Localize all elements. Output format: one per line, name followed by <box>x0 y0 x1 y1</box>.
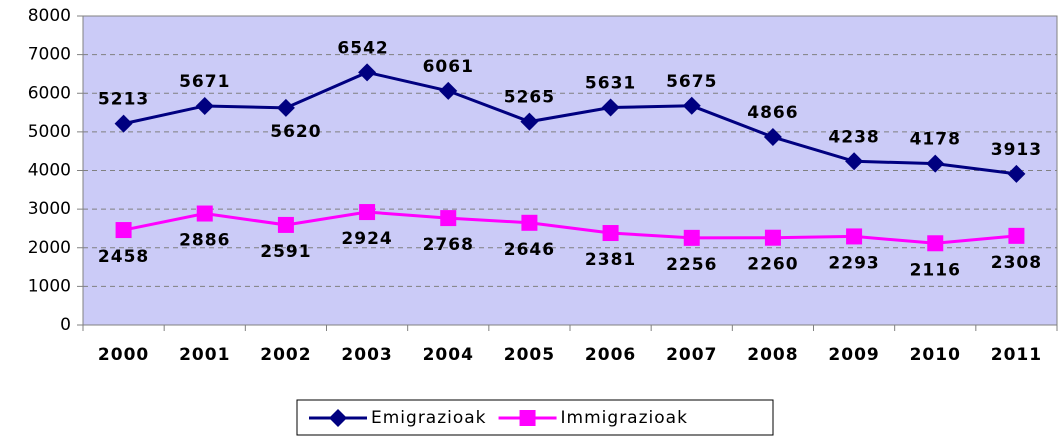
data-label: 2924 <box>341 229 392 249</box>
y-tick-label: 4000 <box>28 161 71 181</box>
marker <box>276 98 295 117</box>
marker <box>196 205 213 222</box>
y-tick-label: 7000 <box>28 45 71 65</box>
data-label: 5675 <box>666 72 717 92</box>
data-label: 5620 <box>270 122 321 142</box>
data-label: 2381 <box>585 250 636 270</box>
data-label: 6542 <box>337 38 388 58</box>
x-tick-label: 2007 <box>666 345 717 365</box>
data-label: 3913 <box>991 140 1042 160</box>
data-label: 5671 <box>179 72 230 92</box>
data-label: 2768 <box>423 235 474 255</box>
marker <box>682 96 701 115</box>
data-label: 4866 <box>747 103 798 123</box>
x-tick-label: 2005 <box>504 345 555 365</box>
data-label: 2260 <box>747 255 798 275</box>
marker <box>601 98 620 117</box>
marker <box>927 235 944 252</box>
x-tick-label: 2011 <box>991 345 1042 365</box>
data-label: 6061 <box>423 57 474 77</box>
legend-label: Immigrazioak <box>561 408 688 428</box>
x-tick-label: 2003 <box>341 345 392 365</box>
marker <box>359 204 376 221</box>
data-label: 4178 <box>910 130 961 150</box>
marker <box>602 225 619 242</box>
x-tick-label: 2000 <box>98 345 149 365</box>
x-tick-label: 2004 <box>423 345 474 365</box>
y-tick-label: 6000 <box>28 83 71 103</box>
x-tick-label: 2010 <box>910 345 961 365</box>
marker <box>439 81 458 100</box>
marker <box>845 152 864 171</box>
marker <box>764 229 781 246</box>
marker <box>114 114 133 133</box>
data-label: 2308 <box>991 253 1042 273</box>
marker <box>763 128 782 147</box>
marker <box>520 112 539 131</box>
marker <box>115 222 132 239</box>
x-tick-label: 2008 <box>747 345 798 365</box>
marker <box>519 410 536 426</box>
data-label: 2458 <box>98 247 149 267</box>
y-tick-label: 5000 <box>28 122 71 142</box>
data-label: 4238 <box>828 127 879 147</box>
series-line <box>123 210 1017 245</box>
y-tick-label: 1000 <box>28 276 71 296</box>
marker <box>521 214 538 231</box>
data-label: 2591 <box>260 242 311 262</box>
data-label: 2256 <box>666 255 717 275</box>
data-label: 2116 <box>910 260 961 280</box>
series-line <box>123 70 1017 176</box>
x-tick-label: 2002 <box>260 345 311 365</box>
marker <box>1008 227 1025 244</box>
data-label: 5631 <box>585 74 636 94</box>
marker <box>926 154 945 173</box>
x-tick-label: 2006 <box>585 345 636 365</box>
y-tick-label: 8000 <box>28 6 71 26</box>
marker <box>846 228 863 245</box>
y-tick-label: 0 <box>60 315 71 335</box>
y-tick-label: 2000 <box>28 238 71 258</box>
x-tick-label: 2009 <box>828 345 879 365</box>
marker <box>358 63 377 82</box>
marker <box>440 210 457 227</box>
data-label: 2646 <box>504 240 555 260</box>
marker <box>277 216 294 233</box>
data-label: 5213 <box>98 90 149 110</box>
data-label: 2886 <box>179 231 230 251</box>
data-label: 5265 <box>504 88 555 108</box>
marker <box>195 96 214 115</box>
marker <box>1007 164 1026 183</box>
x-tick-label: 2001 <box>179 345 230 365</box>
legend-label: Emigrazioak <box>371 408 487 428</box>
marker <box>683 229 700 246</box>
data-label: 2293 <box>828 253 879 273</box>
y-tick-label: 3000 <box>28 199 71 219</box>
legend: Emigrazioak Immigrazioak <box>296 399 774 436</box>
marker <box>329 409 347 427</box>
